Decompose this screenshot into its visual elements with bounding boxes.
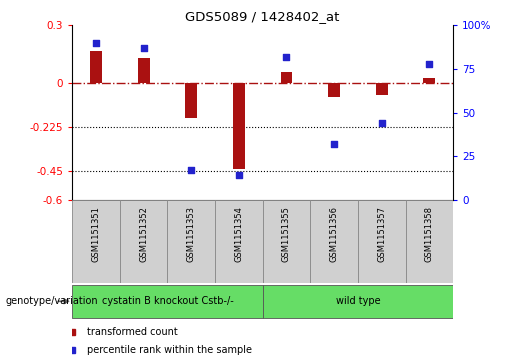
- Text: GSM1151351: GSM1151351: [92, 206, 100, 262]
- Text: GSM1151356: GSM1151356: [330, 206, 338, 262]
- Bar: [423, 78, 435, 83]
- Text: genotype/variation: genotype/variation: [5, 296, 98, 306]
- Point: [140, 45, 148, 51]
- Bar: [405, 200, 453, 283]
- Point: [187, 167, 195, 173]
- Bar: [281, 72, 293, 83]
- Point: [425, 61, 434, 67]
- Point: [282, 54, 290, 60]
- Bar: [233, 83, 245, 169]
- Point: [377, 120, 386, 126]
- Point: [330, 141, 338, 147]
- Text: GSM1151357: GSM1151357: [377, 206, 386, 262]
- Point: [92, 40, 100, 46]
- Bar: [72, 200, 119, 283]
- Bar: [215, 200, 263, 283]
- Bar: [263, 285, 453, 318]
- Text: cystatin B knockout Cstb-/-: cystatin B knockout Cstb-/-: [101, 296, 233, 306]
- Text: GSM1151353: GSM1151353: [187, 206, 196, 262]
- Text: GSM1151352: GSM1151352: [139, 206, 148, 262]
- Bar: [119, 200, 167, 283]
- Text: GSM1151355: GSM1151355: [282, 206, 291, 262]
- Text: transformed count: transformed count: [88, 327, 178, 337]
- Bar: [263, 200, 310, 283]
- Bar: [90, 50, 102, 83]
- Bar: [310, 200, 358, 283]
- Bar: [376, 83, 388, 95]
- Bar: [328, 83, 340, 97]
- Bar: [138, 58, 149, 83]
- Text: wild type: wild type: [336, 296, 380, 306]
- Text: percentile rank within the sample: percentile rank within the sample: [88, 345, 252, 355]
- Bar: [72, 285, 263, 318]
- Bar: [185, 83, 197, 118]
- Bar: [358, 200, 405, 283]
- Bar: [167, 200, 215, 283]
- Text: GSM1151358: GSM1151358: [425, 206, 434, 262]
- Point: [235, 172, 243, 178]
- Text: GSM1151354: GSM1151354: [234, 206, 243, 262]
- Title: GDS5089 / 1428402_at: GDS5089 / 1428402_at: [185, 10, 340, 23]
